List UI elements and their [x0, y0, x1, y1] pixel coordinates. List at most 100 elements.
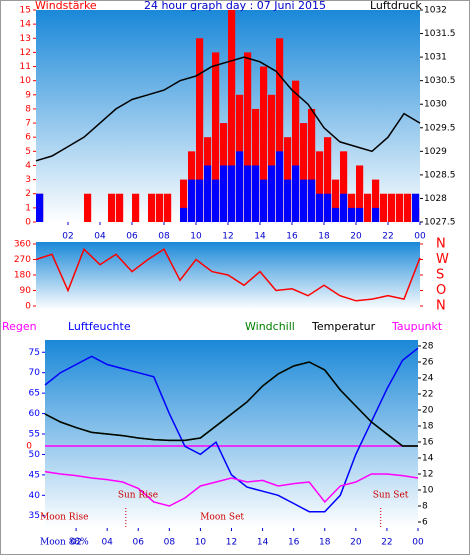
- y-tick-label: 70: [29, 368, 41, 378]
- x-tick-label: 10: [190, 232, 202, 242]
- y2-tick-label: N: [436, 299, 446, 314]
- y2-tick-label: 24: [422, 374, 434, 384]
- annotation: Sun Rise: [118, 491, 158, 501]
- legend-entry: Taupunkt: [391, 320, 443, 333]
- y2-tick-label: N: [436, 237, 446, 252]
- y-tick-label: 65: [29, 389, 40, 399]
- x-tick-label: 08: [158, 232, 170, 242]
- y2-tick-label: 20: [422, 406, 434, 416]
- y2-tick-label: 12: [422, 470, 433, 480]
- wind-bar: [156, 193, 164, 222]
- wind-bar: [196, 179, 204, 222]
- y-axis-title: Windstärke: [35, 0, 97, 12]
- x-tick-label: 00: [414, 232, 426, 242]
- wind-bar: [180, 179, 188, 222]
- y2-tick-label: 1028.5: [424, 170, 456, 180]
- wind-bar: [356, 165, 364, 222]
- annotation: Sun Set: [373, 491, 409, 501]
- wind-bar: [164, 193, 172, 222]
- y-tick-label: 40: [29, 491, 41, 501]
- y2-axis-title: Luftdruck: [370, 0, 422, 12]
- y2-tick-label: 8: [422, 502, 428, 512]
- wind-bar: [236, 151, 244, 222]
- y2-tick-label: 1031.5: [424, 29, 456, 39]
- x-tick-label: 20: [350, 232, 362, 242]
- series-line: [44, 347, 419, 513]
- wind-bar: [364, 193, 372, 222]
- y2-tick-label: 1029.5: [424, 123, 456, 133]
- wind-bar: [212, 179, 220, 222]
- wind-bar: [84, 193, 92, 222]
- wind-bar: [308, 108, 316, 222]
- wind-bar: [268, 165, 276, 222]
- wind-bar: [284, 179, 292, 222]
- y-tick-label: 15: [20, 6, 31, 16]
- x-tick-label: 12: [222, 232, 233, 242]
- y-tick-label: 360: [14, 240, 31, 250]
- x-tick-label: 22: [382, 232, 393, 242]
- y-tick-label: 180: [14, 271, 31, 281]
- y-tick-label: 75: [29, 348, 40, 358]
- wind-bar: [332, 207, 340, 222]
- y-tick-label: 9: [25, 90, 31, 100]
- wind-bar: [148, 193, 156, 222]
- x-tick-label: 06: [126, 232, 138, 242]
- y2-tick-label: O: [436, 283, 446, 298]
- x-tick-label: 08: [164, 538, 176, 548]
- series-line: [44, 361, 418, 447]
- annotation: Moon 88%: [40, 538, 89, 548]
- y2-tick-label: 1028: [424, 194, 447, 204]
- x-tick-label: 16: [288, 538, 300, 548]
- y2-tick-label: W: [436, 252, 449, 267]
- wind-bar: [244, 165, 252, 222]
- y2-tick-label: 18: [422, 422, 434, 432]
- y-tick-label: 60: [29, 409, 41, 419]
- y2-tick-label: 1030.5: [424, 76, 456, 86]
- wind-bar: [356, 207, 364, 222]
- wind-bar: [292, 80, 300, 223]
- wind-bar: [396, 193, 404, 222]
- x-tick-label: 00: [412, 538, 424, 548]
- y2-tick-label: 26: [422, 358, 434, 368]
- wind-bar: [228, 165, 236, 222]
- legend-entry: Windchill: [245, 320, 295, 333]
- wind-bar: [372, 179, 380, 222]
- series-line: [35, 247, 421, 302]
- wind-bar: [212, 52, 220, 223]
- y-tick-label: 55: [29, 430, 40, 440]
- x-tick-label: 02: [70, 538, 81, 548]
- wind-bar: [220, 165, 228, 222]
- y-tick-label: 10: [20, 76, 32, 86]
- wind-bar: [180, 207, 188, 222]
- y2-tick-label: 14: [422, 454, 434, 464]
- y-tick-label: 4: [25, 161, 31, 171]
- x-tick-label: 14: [257, 538, 269, 548]
- y-tick-label: 0: [25, 218, 31, 228]
- x-tick-label: 04: [101, 538, 113, 548]
- wind-bar: [276, 151, 284, 222]
- x-tick-label: 10: [195, 538, 207, 548]
- wind-bar: [316, 193, 324, 222]
- annotation: Moon Set: [200, 513, 244, 523]
- chart-title: 24 hour graph day : 07 Juni 2015: [144, 0, 326, 12]
- wind-bar: [260, 179, 268, 222]
- y-tick-label: 11: [20, 62, 31, 72]
- wind-bar: [316, 151, 324, 222]
- x-tick-label: 02: [62, 232, 73, 242]
- wind-bar: [340, 193, 348, 222]
- y-tick-label: 3: [25, 175, 31, 185]
- y-tick-label: 14: [20, 20, 32, 30]
- y2-tick-label: 10: [422, 486, 434, 496]
- series-line: [35, 56, 421, 162]
- wind-bar: [348, 207, 356, 222]
- y-tick-label: 90: [20, 286, 32, 296]
- legend-entry: Regen: [2, 320, 37, 333]
- x-tick-label: 20: [350, 538, 362, 548]
- y-tick-label: 1: [25, 203, 31, 213]
- rain-tick-label: 0: [26, 442, 32, 452]
- panel-bg: [36, 242, 420, 310]
- y2-tick-label: 6: [422, 518, 428, 528]
- annotation: Moon Rise: [40, 513, 88, 523]
- wind-bar: [332, 179, 340, 222]
